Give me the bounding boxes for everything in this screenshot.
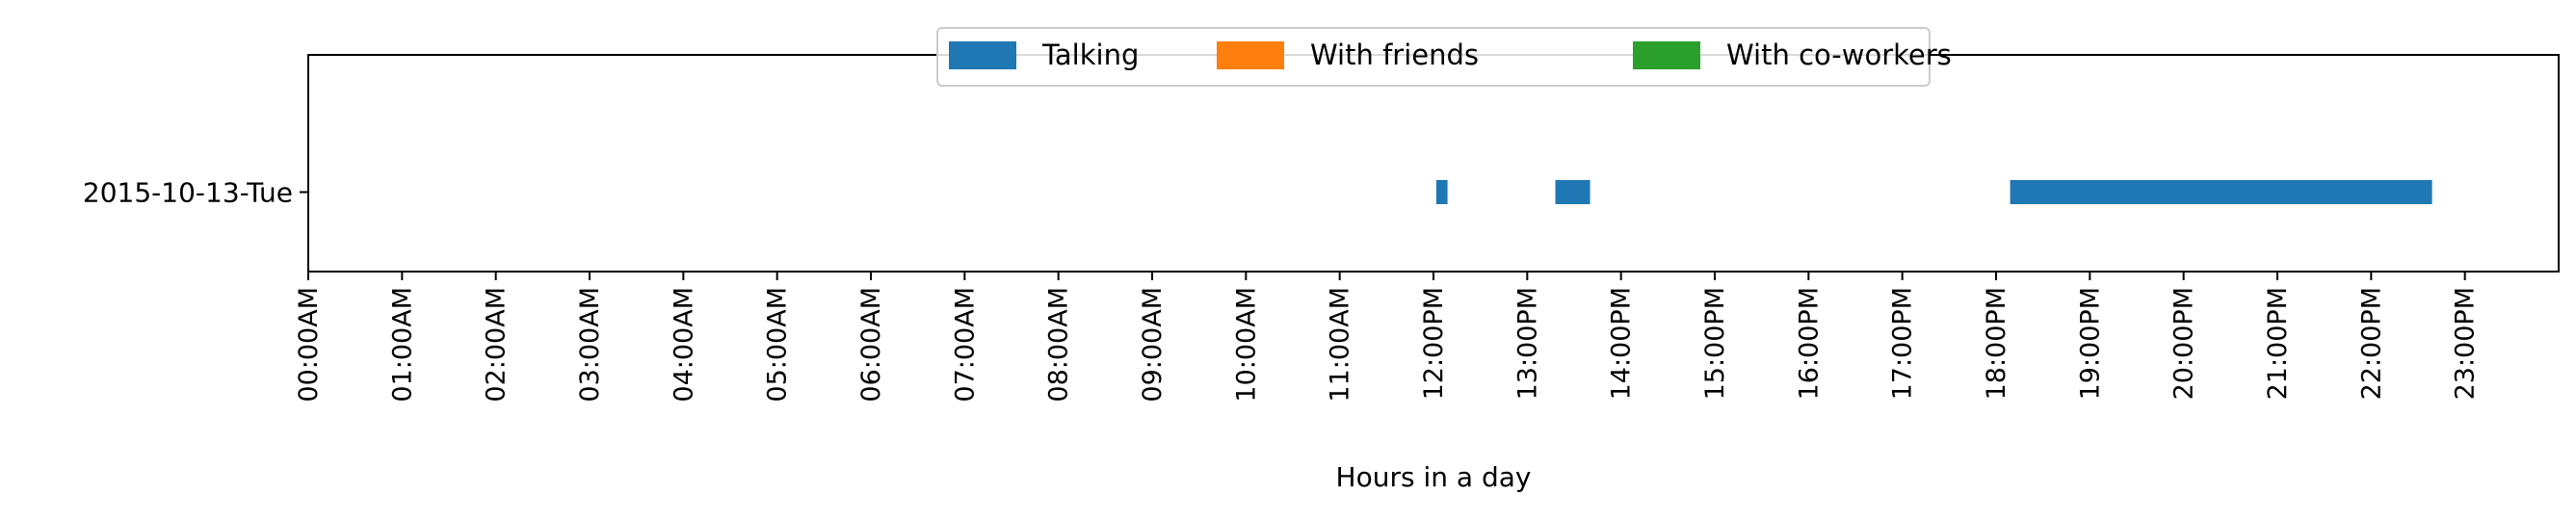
x-tick-label-7: 07:00AM [950,287,980,403]
legend-label-1: With friends [1310,39,1479,71]
x-tick-label-11: 11:00AM [1326,287,1355,403]
legend: Talking With friends With co-workers [936,27,1952,87]
x-tick-label-23: 23:00PM [2451,287,2481,400]
x-tick-label-6: 06:00AM [856,287,886,403]
plot-frame [307,54,2560,273]
legend-swatch-0 [949,41,1016,69]
legend-label-0: Talking [1041,39,1139,71]
x-axis-title: Hours in a day [1336,461,1532,493]
x-tick-label-22: 22:00PM [2356,287,2386,400]
x-tick-label-14: 14:00PM [1607,287,1637,400]
x-tick-label-20: 20:00PM [2169,287,2199,400]
x-tick-label-19: 19:00PM [2075,287,2105,400]
legend-swatch-2 [1633,41,1700,69]
x-tick-label-5: 05:00AM [763,287,793,403]
x-tick-label-3: 03:00AM [575,287,605,403]
x-tick-label-1: 01:00AM [387,287,417,403]
x-tick-label-10: 10:00AM [1231,287,1261,403]
bar-0-2 [2010,180,2432,204]
x-tick-label-12: 12:00PM [1419,287,1449,400]
x-tick-label-13: 13:00PM [1512,287,1542,400]
x-tick-label-8: 08:00AM [1044,287,1074,403]
x-axis: 00:00AM 01:00AM 02:00AM 03:00AM 04:00AM 05:00… [294,272,2481,403]
legend-label-2: With co-workers [1726,39,1952,71]
bar-0-0 [1435,180,1448,204]
x-tick-label-16: 16:00PM [1794,287,1824,400]
x-tick-label-18: 18:00PM [1982,287,2011,400]
y-axis: 2015-10-13-Tue [83,177,308,209]
bars-layer [1435,180,2432,204]
legend-swatch-1 [1217,41,1284,69]
x-tick-label-9: 09:00AM [1138,287,1168,403]
x-tick-label-4: 04:00AM [669,287,698,403]
x-tick-label-0: 00:00AM [294,287,324,403]
bar-0-1 [1555,180,1590,204]
y-tick-label-0: 2015-10-13-Tue [83,177,293,209]
x-tick-label-15: 15:00PM [1700,287,1730,400]
x-tick-label-2: 02:00AM [482,287,512,403]
x-tick-label-17: 17:00PM [1888,287,1918,400]
x-tick-label-21: 21:00PM [2263,287,2293,400]
